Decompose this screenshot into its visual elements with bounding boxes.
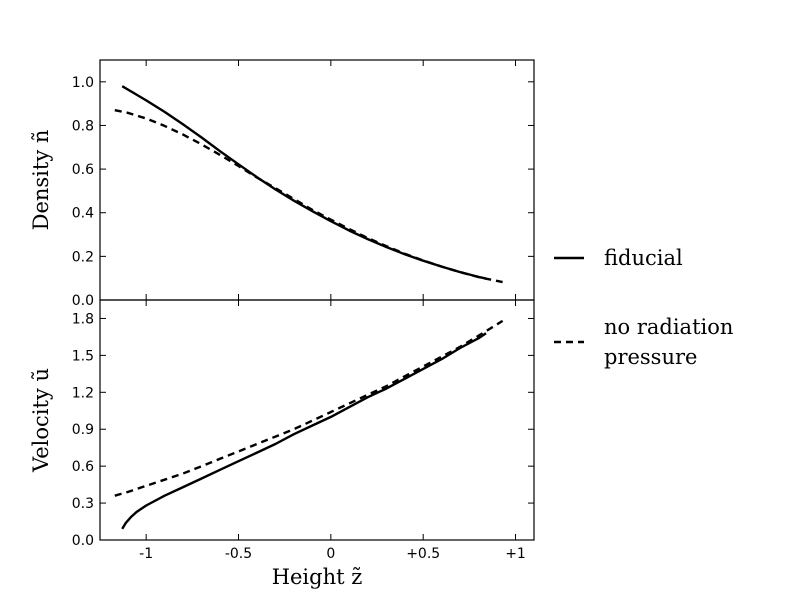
y-tick-label: 0.3 xyxy=(72,496,94,512)
y-tick-label: 1.5 xyxy=(72,348,94,364)
axes-frame xyxy=(99,59,535,301)
y-tick-label: 0.0 xyxy=(72,533,94,549)
x-tick-label: 0 xyxy=(326,546,335,562)
y-tick-label: 0.6 xyxy=(72,459,94,475)
series-line-no-radiation-pressure xyxy=(114,109,503,284)
legend-label: pressure xyxy=(604,345,697,369)
y-tick-label: 1.0 xyxy=(72,75,94,91)
y-tick-label: 1.8 xyxy=(72,311,94,327)
y-tick-label: 0.9 xyxy=(72,422,94,438)
x-tick-label: +1 xyxy=(505,546,526,562)
x-tick-label: -1 xyxy=(139,546,153,562)
y-tick-label: 1.2 xyxy=(72,385,94,401)
x-tick-label: +0.5 xyxy=(406,546,440,562)
y-tick-label: 0.0 xyxy=(72,293,94,309)
y-tick-label: 0.4 xyxy=(72,206,94,222)
y-tick-label: 0.8 xyxy=(72,118,94,134)
y-tick-label: 0.6 xyxy=(72,162,94,178)
y-axis-label: Velocity ũ xyxy=(29,368,53,473)
legend: fiducial no radiation pressure xyxy=(554,246,733,369)
y-tick-label: 0.2 xyxy=(72,249,94,265)
legend-label: fiducial xyxy=(604,246,683,270)
y-axis-label: Density ñ xyxy=(29,130,53,231)
panel-density: 0.0 0.2 0.4 0.6 0.8 1.0 Density ñ xyxy=(29,59,535,309)
panel-velocity: 0.0 0.3 0.6 0.9 1.2 1.5 1.8 -1 -0.5 0 +0.5 +1 Veloci… xyxy=(29,299,535,589)
series-line-no-radiation-pressure xyxy=(114,319,504,497)
series-line-fiducial xyxy=(121,85,487,280)
axes-frame xyxy=(99,299,535,541)
x-tick-label: -0.5 xyxy=(225,546,252,562)
series-line-fiducial xyxy=(121,332,487,530)
legend-label: no radiation xyxy=(604,315,733,339)
x-axis-label: Height z̃ xyxy=(272,565,363,589)
